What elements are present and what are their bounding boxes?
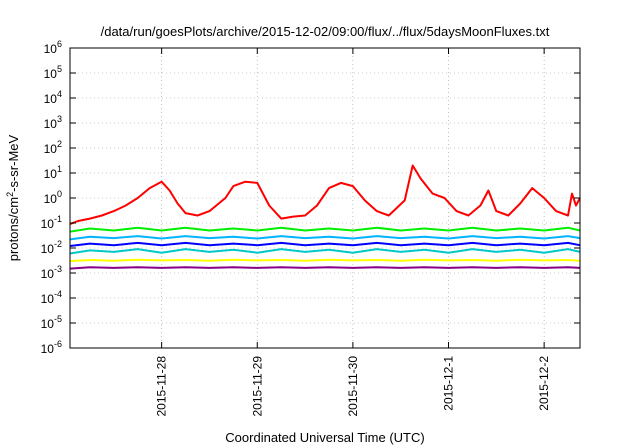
- series-line: [69, 226, 581, 233]
- y-tick-label: 10-6: [41, 339, 62, 356]
- y-tick-label: 100: [44, 189, 62, 206]
- y-tick-label: 10-1: [41, 214, 62, 231]
- series-line: [69, 266, 581, 270]
- y-axis-ticks: 10-610-510-410-310-210-11001011021031041…: [41, 39, 580, 356]
- y-label-rest: -s-sr-MeV: [6, 134, 21, 191]
- y-tick-exp: 2: [57, 139, 62, 149]
- y-tick-exp: -5: [54, 314, 62, 324]
- y-tick-base: 10: [41, 217, 55, 231]
- y-tick-label: 106: [44, 39, 62, 56]
- series-line: [69, 235, 581, 241]
- y-tick-base: 10: [44, 192, 58, 206]
- y-tick-base: 10: [41, 267, 55, 281]
- y-axis-label: protons/cm2-s-sr-MeV: [5, 134, 21, 261]
- data-series: [69, 164, 581, 270]
- x-tick-label: 2015-11-29: [250, 356, 264, 417]
- y-tick-base: 10: [44, 142, 58, 156]
- y-tick-exp: -4: [54, 289, 62, 299]
- x-tick-label: 2015-11-28: [155, 356, 169, 417]
- y-tick-base: 10: [41, 242, 55, 256]
- y-tick-base: 10: [44, 92, 58, 106]
- series-line: [69, 258, 581, 263]
- y-tick-exp: -3: [54, 264, 62, 274]
- y-tick-exp: 4: [57, 89, 62, 99]
- y-tick-base: 10: [44, 117, 58, 131]
- y-label-base: protons/cm: [6, 197, 21, 261]
- grid-lines: [70, 48, 580, 348]
- y-tick-label: 10-2: [41, 239, 62, 256]
- y-tick-exp: -6: [54, 339, 62, 349]
- y-label-sup: 2: [5, 192, 15, 197]
- x-tick-label: 2015-12-1: [442, 356, 456, 411]
- x-axis-ticks: 2015-11-28 2015-11-29 2015-11-30 2015-12-1 2…: [155, 48, 551, 417]
- y-tick-base: 10: [41, 342, 55, 356]
- y-tick-base: 10: [41, 317, 55, 331]
- series-line: [69, 248, 581, 255]
- y-tick-exp: 1: [57, 164, 62, 174]
- y-tick-exp: 3: [57, 114, 62, 124]
- y-tick-exp: -2: [54, 239, 62, 249]
- y-tick-exp: 0: [57, 189, 62, 199]
- series-line: [69, 164, 581, 226]
- x-tick-label: 2015-12-2: [537, 356, 551, 411]
- y-tick-label: 105: [44, 64, 62, 81]
- chart-title: /data/run/goesPlots/archive/2015-12-02/0…: [101, 24, 550, 39]
- y-tick-label: 102: [44, 139, 62, 156]
- y-tick-label: 10-3: [41, 264, 62, 281]
- y-tick-exp: 5: [57, 64, 62, 74]
- y-tick-base: 10: [44, 42, 58, 56]
- x-tick-label: 2015-11-30: [346, 356, 360, 417]
- x-axis-label: Coordinated Universal Time (UTC): [225, 430, 424, 445]
- y-tick-base: 10: [41, 292, 55, 306]
- y-tick-label: 101: [44, 164, 62, 181]
- y-tick-label: 103: [44, 114, 62, 131]
- y-tick-base: 10: [44, 67, 58, 81]
- y-tick-label: 10-4: [41, 289, 62, 306]
- y-tick-exp: -1: [54, 214, 62, 224]
- series-line: [69, 241, 581, 247]
- y-tick-label: 104: [44, 89, 62, 106]
- y-tick-base: 10: [44, 167, 58, 181]
- y-tick-label: 10-5: [41, 314, 62, 331]
- y-tick-exp: 6: [57, 39, 62, 49]
